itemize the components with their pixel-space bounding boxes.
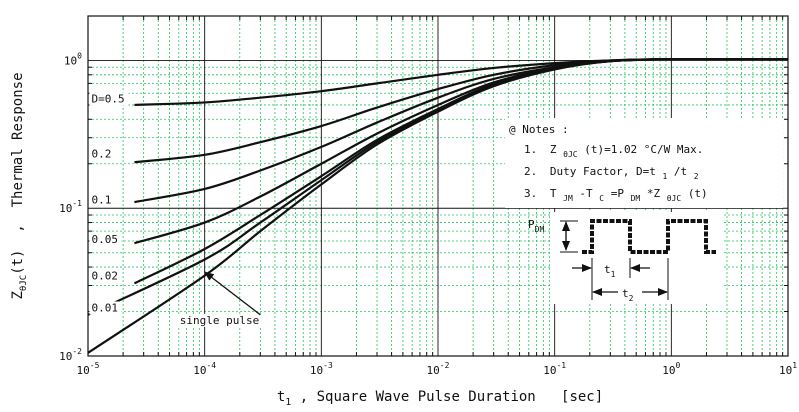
x-tick-base: 10: [193, 364, 206, 377]
x-tick-exponent: -4: [206, 361, 216, 370]
note-3-minus: -T: [579, 187, 593, 200]
curve-label-bg: [89, 92, 129, 106]
note-3-sub-c: C: [599, 194, 604, 203]
curve-label-0-1: 0.1: [91, 193, 111, 206]
note-3-number: 3.: [524, 187, 537, 200]
note-1-rest: (t)=1.02 °C/W Max.: [584, 143, 703, 156]
x-tick-label: 10-4: [193, 361, 216, 377]
pulse-diagram-background: [552, 212, 722, 304]
plot-frame: [87, 15, 789, 357]
pdm-label: PDM: [528, 218, 544, 234]
notes-background: [505, 118, 783, 208]
note-line-3: 3. T JM -T C =P DM *Z θJC (t): [524, 187, 708, 204]
curve-label-d-0-5: D=0.5: [91, 92, 124, 105]
x-tick-label: 10-1: [543, 361, 566, 377]
curve-label-bg: [176, 313, 267, 327]
note-2-number: 2.: [524, 165, 537, 178]
axis-ticks: [88, 15, 788, 356]
x-tick-base: 10: [77, 364, 90, 377]
x-tick-exponent: 1: [792, 361, 797, 370]
x-tick-base: 10: [310, 364, 323, 377]
note-3-mul: *Z: [647, 187, 661, 200]
y-axis-label: ZθJC(t) , Thermal Response: [10, 73, 29, 300]
note-3-sub-thetajc: θJC: [667, 194, 682, 203]
note-1-z: Z: [550, 143, 557, 156]
x-tick-base: 10: [543, 364, 556, 377]
y-tick-exponent: -1: [72, 199, 82, 208]
curve-label-bg: [89, 301, 122, 315]
curve-labels: D=0.5 0.2 0.1 0.05 0.02 0.01 single pulse: [89, 92, 267, 327]
note-1-sub: θJC: [563, 150, 578, 159]
curve-label-bg: [89, 269, 122, 283]
y-axis-label-rest: (t) , Thermal Response: [10, 73, 26, 275]
x-axis-label: t1 , Square Wave Pulse Duration [sec]: [277, 389, 603, 407]
x-tick-base: 10: [427, 364, 440, 377]
t2-label: t2: [622, 287, 634, 303]
y-tick-exponent: 0: [77, 51, 82, 60]
note-3-sub-dm: DM: [631, 194, 641, 203]
y-tick-base: 10: [59, 202, 72, 215]
curve-label-single-pulse: single pulse: [180, 314, 259, 327]
x-tick-label: 10-2: [427, 361, 450, 377]
y-axis-label-main: Z: [10, 291, 26, 299]
x-tick-exponent: -1: [556, 361, 566, 370]
x-tick-base: 10: [779, 364, 792, 377]
x-axis-label-sub: 1: [285, 397, 291, 407]
y-tick-exponent: -2: [72, 347, 82, 356]
x-tick-exponent: -5: [90, 361, 100, 370]
notes-header: @ Notes :: [509, 123, 569, 136]
curve-label-0-01: 0.01: [91, 302, 118, 315]
note-3-tail: (t): [688, 187, 708, 200]
x-tick-label: 101: [779, 361, 797, 377]
curve-label-bg: [89, 233, 122, 247]
x-tick-label: 10-5: [77, 361, 100, 377]
x-tick-labels: 10-5 10-4 10-3 10-2 10-1 100 101: [77, 361, 798, 377]
notes-box: @ Notes : 1. Z θJC (t)=1.02 °C/W Max. 2.…: [505, 118, 783, 208]
curve-label-0-05: 0.05: [91, 233, 118, 246]
t2-label-sub: 2: [629, 294, 634, 303]
note-line-1: 1. Z θJC (t)=1.02 °C/W Max.: [524, 143, 703, 160]
x-tick-exponent: -3: [323, 361, 333, 370]
note-2-sub-1: 1: [662, 172, 667, 181]
curve-label-0-02: 0.02: [91, 269, 118, 282]
y-tick-base: 10: [64, 54, 77, 67]
x-tick-exponent: 0: [676, 361, 681, 370]
x-tick-exponent: -2: [440, 361, 450, 370]
y-tick-base: 10: [59, 350, 72, 363]
curves: [87, 57, 789, 354]
y-tick-label: 10-1: [59, 199, 82, 215]
major-grid: [88, 16, 788, 356]
single-pulse-arrow: [203, 271, 261, 316]
curve-label-bg: [89, 193, 115, 207]
x-tick-base: 10: [662, 364, 675, 377]
note-3-sub-jm: JM: [563, 194, 573, 203]
note-2-sub-2: 2: [694, 172, 699, 181]
note-3-eq: =P: [611, 187, 625, 200]
pdm-label-sub: DM: [535, 225, 545, 234]
curve-label-0-2: 0.2: [91, 148, 111, 161]
curve-label-bg: [89, 147, 115, 161]
note-1-number: 1.: [524, 143, 537, 156]
y-tick-label: 10-2: [59, 347, 82, 363]
pulse-diagram: PDM t1 t2: [528, 212, 722, 304]
y-tick-label: 100: [64, 51, 82, 67]
note-3-t: T: [550, 187, 557, 200]
x-axis-label-main: t: [277, 389, 285, 405]
t1-label-main: t: [604, 263, 611, 276]
pulse-waveform: [582, 219, 716, 254]
t1-label: t1: [604, 263, 616, 279]
x-tick-label: 10-3: [310, 361, 333, 377]
curve-single-pulse: [87, 57, 789, 354]
note-line-2: 2. Duty Factor, D=t 1 /t 2: [524, 165, 699, 182]
x-axis-label-rest: , Square Wave Pulse Duration [sec]: [291, 389, 603, 405]
x-tick-label: 100: [662, 361, 680, 377]
pdm-label-main: P: [528, 218, 535, 231]
note-2-slash: /t: [674, 165, 687, 178]
t2-label-main: t: [622, 287, 629, 300]
t1-label-sub: 1: [611, 270, 616, 279]
y-axis-label-sub: θJC: [19, 275, 29, 291]
note-2-text: Duty Factor, D=t: [550, 165, 656, 178]
